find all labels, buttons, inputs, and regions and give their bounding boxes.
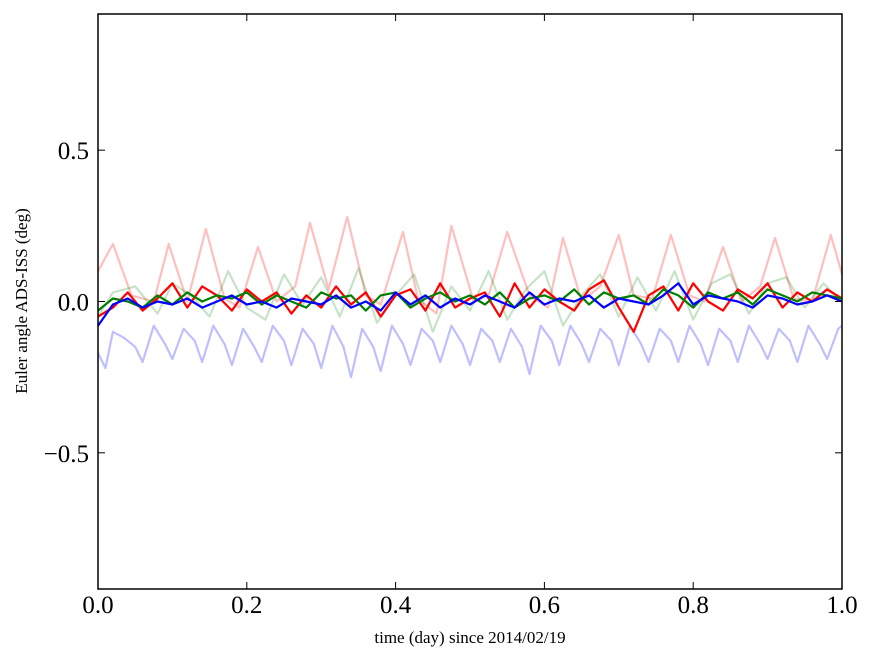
x-tick-label: 0.0 [82,592,113,619]
y-axis-label: Euler angle ADS-ISS (deg) [12,208,31,394]
y-tick-label: 0.0 [58,290,89,317]
plot-frame [97,13,843,590]
series-layer [97,215,844,379]
tick-layer: 0.0 0.2 0.4 0.6 0.8 1.0 0.5 0.0 −0.5 [44,14,858,619]
x-tick-label: 0.2 [231,592,262,619]
y-tick-label: −0.5 [44,441,89,468]
x-tick-label: 1.0 [826,592,857,619]
series-line-2 [97,267,843,333]
y-tick-label: 0.5 [58,138,89,165]
series-line-3 [97,324,843,379]
x-axis-label: time (day) since 2014/02/19 [374,628,565,647]
series-line-6 [97,282,843,327]
x-tick-label: 0.8 [678,592,709,619]
x-tick-label: 0.4 [380,592,412,619]
x-tick-label: 0.6 [529,592,560,619]
